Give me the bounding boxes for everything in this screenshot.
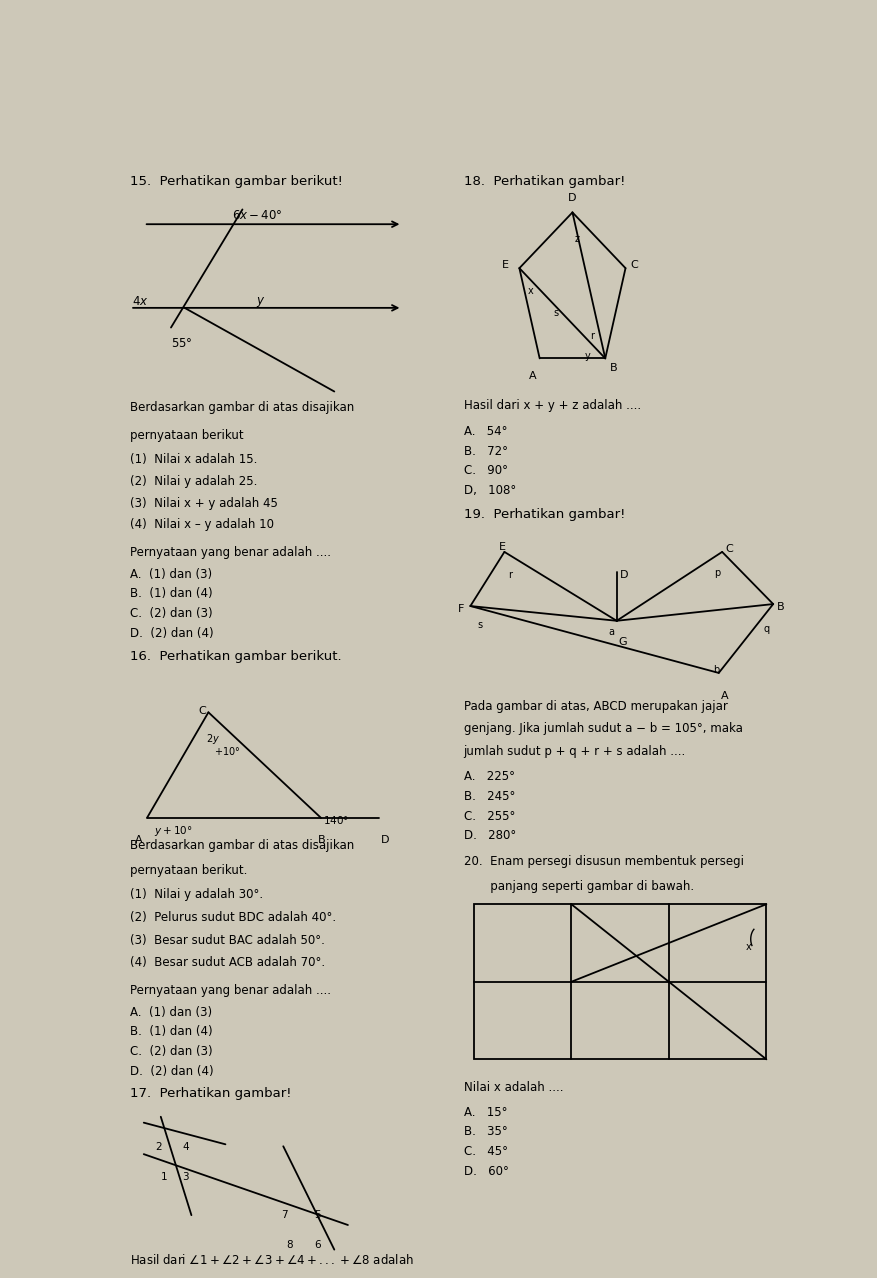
Text: 17.  Perhatikan gambar!: 17. Perhatikan gambar! [130, 1088, 291, 1100]
Text: Pernyataan yang benar adalah ....: Pernyataan yang benar adalah .... [130, 984, 331, 997]
Text: D.   60°: D. 60° [463, 1164, 508, 1177]
Text: $+ 10°$: $+ 10°$ [214, 745, 240, 757]
Text: B.  (1) dan (4): B. (1) dan (4) [130, 1025, 212, 1038]
Text: z: z [574, 234, 579, 244]
Text: B: B [609, 363, 617, 373]
Text: (1)  Nilai y adalah 30°.: (1) Nilai y adalah 30°. [130, 888, 263, 901]
Text: A.  (1) dan (3): A. (1) dan (3) [130, 567, 212, 580]
Text: s: s [553, 308, 558, 318]
Text: q: q [763, 624, 769, 634]
Text: b: b [712, 665, 719, 675]
Bar [474, 905, 766, 1059]
Text: 15.  Perhatikan gambar berikut!: 15. Perhatikan gambar berikut! [130, 175, 343, 188]
Text: $140°$: $140°$ [323, 814, 349, 826]
Text: (4)  Besar sudut ACB adalah 70°.: (4) Besar sudut ACB adalah 70°. [130, 956, 324, 969]
Text: $2y$: $2y$ [205, 732, 219, 746]
Text: x: x [745, 942, 751, 952]
Text: $4x$: $4x$ [132, 295, 148, 308]
Text: 19.  Perhatikan gambar!: 19. Perhatikan gambar! [463, 507, 624, 520]
Text: C.   90°: C. 90° [463, 464, 507, 477]
Text: B: B [776, 602, 783, 612]
Text: Pada gambar di atas, ABCD merupakan jajar: Pada gambar di atas, ABCD merupakan jaja… [463, 699, 727, 713]
Text: B.   35°: B. 35° [463, 1126, 507, 1139]
Text: 18.  Perhatikan gambar!: 18. Perhatikan gambar! [463, 175, 624, 188]
Text: s: s [477, 620, 481, 630]
Text: A: A [135, 836, 142, 845]
Text: 8: 8 [286, 1240, 293, 1250]
Text: x: x [527, 286, 532, 296]
Text: A.   54°: A. 54° [463, 426, 507, 438]
Text: E: E [502, 261, 509, 270]
Text: D,   108°: D, 108° [463, 484, 516, 497]
Text: r: r [589, 331, 594, 341]
Text: Pernyataan yang benar adalah ....: Pernyataan yang benar adalah .... [130, 546, 331, 558]
Text: Hasil dari x + y + z adalah ....: Hasil dari x + y + z adalah .... [463, 399, 640, 413]
Text: Nilai x adalah ....: Nilai x adalah .... [463, 1081, 562, 1094]
Text: B: B [317, 836, 325, 845]
Text: 7: 7 [281, 1210, 288, 1220]
Text: A: A [720, 690, 728, 700]
Text: 1: 1 [160, 1172, 168, 1182]
Text: A.   15°: A. 15° [463, 1105, 507, 1118]
Text: Berdasarkan gambar di atas disajikan: Berdasarkan gambar di atas disajikan [130, 401, 354, 414]
Text: $6x - 40°$: $6x - 40°$ [232, 210, 282, 222]
Text: D.  (2) dan (4): D. (2) dan (4) [130, 1065, 213, 1077]
Text: C.   255°: C. 255° [463, 810, 515, 823]
Text: Berdasarkan gambar di atas disajikan: Berdasarkan gambar di atas disajikan [130, 840, 354, 852]
Text: 3: 3 [182, 1172, 189, 1182]
Text: D: D [380, 836, 389, 845]
Text: 2: 2 [155, 1143, 161, 1153]
Text: 6: 6 [314, 1240, 320, 1250]
Text: (4)  Nilai x – y adalah 10: (4) Nilai x – y adalah 10 [130, 519, 274, 532]
Text: p: p [713, 567, 719, 578]
Text: B.   245°: B. 245° [463, 790, 515, 803]
Text: $y$: $y$ [256, 295, 265, 309]
Text: (3)  Besar sudut BAC adalah 50°.: (3) Besar sudut BAC adalah 50°. [130, 934, 324, 947]
Text: genjang. Jika jumlah sudut a − b = 105°, maka: genjang. Jika jumlah sudut a − b = 105°,… [463, 722, 742, 735]
Text: (2)  Nilai y adalah 25.: (2) Nilai y adalah 25. [130, 475, 257, 488]
Text: G: G [617, 636, 626, 647]
Text: F: F [458, 604, 464, 613]
Text: $55°$: $55°$ [171, 337, 192, 350]
Text: 4: 4 [182, 1143, 189, 1153]
Text: E: E [498, 542, 505, 552]
Text: C: C [198, 707, 206, 717]
Text: B.  (1) dan (4): B. (1) dan (4) [130, 588, 212, 601]
Text: D: D [567, 193, 576, 203]
Text: 16.  Perhatikan gambar berikut.: 16. Perhatikan gambar berikut. [130, 651, 341, 663]
Text: C.  (2) dan (3): C. (2) dan (3) [130, 607, 212, 620]
Text: jumlah sudut p + q + r + s adalah ....: jumlah sudut p + q + r + s adalah .... [463, 745, 685, 758]
Text: C: C [724, 544, 731, 555]
Text: $y + 10°$: $y + 10°$ [153, 823, 192, 837]
Text: r: r [508, 570, 512, 580]
Text: C.  (2) dan (3): C. (2) dan (3) [130, 1045, 212, 1058]
Text: C: C [630, 261, 638, 270]
Text: D.   280°: D. 280° [463, 829, 516, 842]
Text: Hasil dari $\angle 1 + \angle 2 + \angle 3 + \angle 4 + ... + \angle 8$ adalah: Hasil dari $\angle 1 + \angle 2 + \angle… [130, 1252, 413, 1266]
Text: pernyataan berikut.: pernyataan berikut. [130, 864, 247, 877]
Text: a: a [608, 626, 614, 636]
Text: (1)  Nilai x adalah 15.: (1) Nilai x adalah 15. [130, 454, 257, 466]
Text: y: y [584, 350, 590, 360]
Text: A: A [529, 371, 536, 381]
Text: (2)  Pelurus sudut BDC adalah 40°.: (2) Pelurus sudut BDC adalah 40°. [130, 911, 336, 924]
Text: (3)  Nilai x + y adalah 45: (3) Nilai x + y adalah 45 [130, 497, 278, 510]
Text: B.   72°: B. 72° [463, 445, 507, 458]
Text: 20.  Enam persegi disusun membentuk persegi: 20. Enam persegi disusun membentuk perse… [463, 855, 743, 868]
Text: A.   225°: A. 225° [463, 771, 514, 783]
Text: D.  (2) dan (4): D. (2) dan (4) [130, 626, 213, 640]
Text: D: D [619, 570, 628, 580]
Text: C.   45°: C. 45° [463, 1145, 507, 1158]
Text: panjang seperti gambar di bawah.: panjang seperti gambar di bawah. [463, 879, 693, 892]
Text: 5: 5 [314, 1210, 320, 1220]
Text: pernyataan berikut: pernyataan berikut [130, 429, 244, 442]
Text: A.  (1) dan (3): A. (1) dan (3) [130, 1006, 212, 1019]
